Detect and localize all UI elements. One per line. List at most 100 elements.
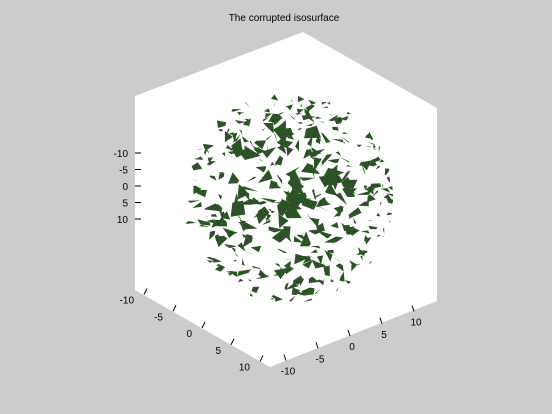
surface-patch bbox=[279, 267, 288, 275]
surface-patch bbox=[363, 184, 369, 191]
surface-patch bbox=[258, 169, 273, 183]
surface-patch bbox=[331, 126, 339, 131]
surface-patch bbox=[301, 115, 316, 121]
surface-patch bbox=[220, 144, 233, 150]
surface-patch bbox=[277, 145, 287, 155]
surface-patch bbox=[264, 113, 272, 119]
surface-patch bbox=[228, 242, 237, 248]
surface-patch bbox=[331, 168, 337, 181]
surface-patch bbox=[264, 108, 270, 113]
surface-patch bbox=[300, 231, 311, 247]
surface-patch bbox=[296, 291, 306, 296]
surface-patch bbox=[191, 162, 203, 171]
surface-patch bbox=[364, 146, 372, 148]
surface-patch bbox=[237, 111, 245, 116]
surface-patch bbox=[379, 159, 385, 163]
surface-patch bbox=[325, 182, 338, 196]
surface-patch bbox=[262, 147, 276, 159]
surface-patch bbox=[288, 113, 295, 121]
surface-patch bbox=[334, 192, 348, 205]
surface-patch bbox=[367, 142, 375, 145]
surface-patch bbox=[356, 190, 371, 195]
surface-patch bbox=[253, 146, 266, 155]
surface-patch bbox=[211, 221, 221, 228]
surface-patch bbox=[359, 160, 372, 171]
surface-patch bbox=[379, 201, 382, 206]
surface-patch bbox=[383, 194, 393, 201]
surface-patch bbox=[231, 144, 244, 158]
surface-patch bbox=[327, 158, 340, 163]
surface-patch bbox=[218, 172, 225, 180]
surface-patch bbox=[297, 95, 305, 103]
surface-patch bbox=[308, 276, 321, 284]
surface-patch bbox=[280, 197, 293, 211]
surface-patch bbox=[295, 113, 303, 115]
surface-patch bbox=[300, 103, 302, 107]
surface-patch bbox=[353, 217, 357, 224]
surface-patch bbox=[311, 157, 320, 163]
surface-patch bbox=[278, 248, 288, 254]
surface-patch bbox=[226, 271, 230, 273]
surface-patch bbox=[261, 211, 266, 217]
z-axis-tick-label: -5 bbox=[119, 166, 128, 177]
surface-patch bbox=[260, 198, 277, 203]
isosurface-sphere bbox=[183, 93, 393, 303]
surface-patch bbox=[187, 200, 201, 203]
surface-patch bbox=[244, 118, 252, 124]
surface-patch bbox=[360, 255, 363, 261]
surface-patch bbox=[271, 295, 283, 302]
surface-patch bbox=[301, 198, 318, 210]
surface-patch bbox=[356, 263, 360, 266]
surface-patch bbox=[339, 271, 345, 282]
surface-patch bbox=[239, 222, 248, 232]
surface-patch bbox=[221, 152, 226, 157]
surface-patch bbox=[375, 166, 381, 171]
surface-patch bbox=[276, 174, 283, 185]
y-axis-tick bbox=[230, 338, 235, 345]
x-axis-tick-label: -10 bbox=[281, 367, 296, 378]
surface-patch bbox=[204, 189, 206, 196]
surface-patch bbox=[356, 144, 362, 148]
surface-patch bbox=[250, 245, 262, 253]
surface-patch bbox=[351, 264, 357, 272]
surface-patch bbox=[305, 104, 316, 112]
surface-patch bbox=[386, 193, 393, 197]
surface-patch bbox=[299, 177, 315, 181]
surface-patch bbox=[386, 212, 393, 216]
surface-patch bbox=[215, 263, 225, 268]
surface-patch bbox=[371, 190, 379, 198]
surface-patch bbox=[214, 234, 223, 242]
surface-patch bbox=[322, 107, 324, 109]
surface-patch bbox=[296, 108, 304, 114]
surface-patch bbox=[363, 179, 373, 182]
surface-patch bbox=[345, 226, 355, 235]
surface-patch bbox=[316, 197, 331, 208]
surface-patch bbox=[206, 256, 216, 262]
surface-patch bbox=[249, 141, 255, 149]
chart-title: The corrupted isosurface bbox=[229, 13, 340, 24]
surface-patch bbox=[318, 175, 335, 187]
surface-patch bbox=[262, 219, 271, 225]
surface-patch bbox=[309, 163, 315, 179]
surface-patch bbox=[339, 142, 345, 144]
surface-patch bbox=[340, 245, 354, 250]
surface-patch bbox=[308, 99, 317, 105]
surface-patch bbox=[301, 162, 320, 175]
surface-patch bbox=[341, 183, 357, 194]
surface-patch bbox=[315, 116, 322, 119]
surface-patch bbox=[263, 122, 274, 134]
surface-patch bbox=[348, 207, 362, 219]
surface-patch bbox=[330, 222, 339, 229]
surface-patch bbox=[324, 236, 344, 243]
surface-patch bbox=[234, 119, 246, 124]
surface-patch bbox=[222, 227, 238, 239]
x-axis-tick bbox=[347, 329, 351, 337]
surface-patch bbox=[274, 155, 284, 166]
surface-patch bbox=[258, 215, 272, 221]
surface-patch bbox=[365, 184, 376, 195]
surface-patch bbox=[209, 209, 214, 215]
surface-patch bbox=[327, 175, 344, 187]
surface-patch bbox=[372, 144, 376, 149]
surface-patch bbox=[274, 133, 278, 142]
